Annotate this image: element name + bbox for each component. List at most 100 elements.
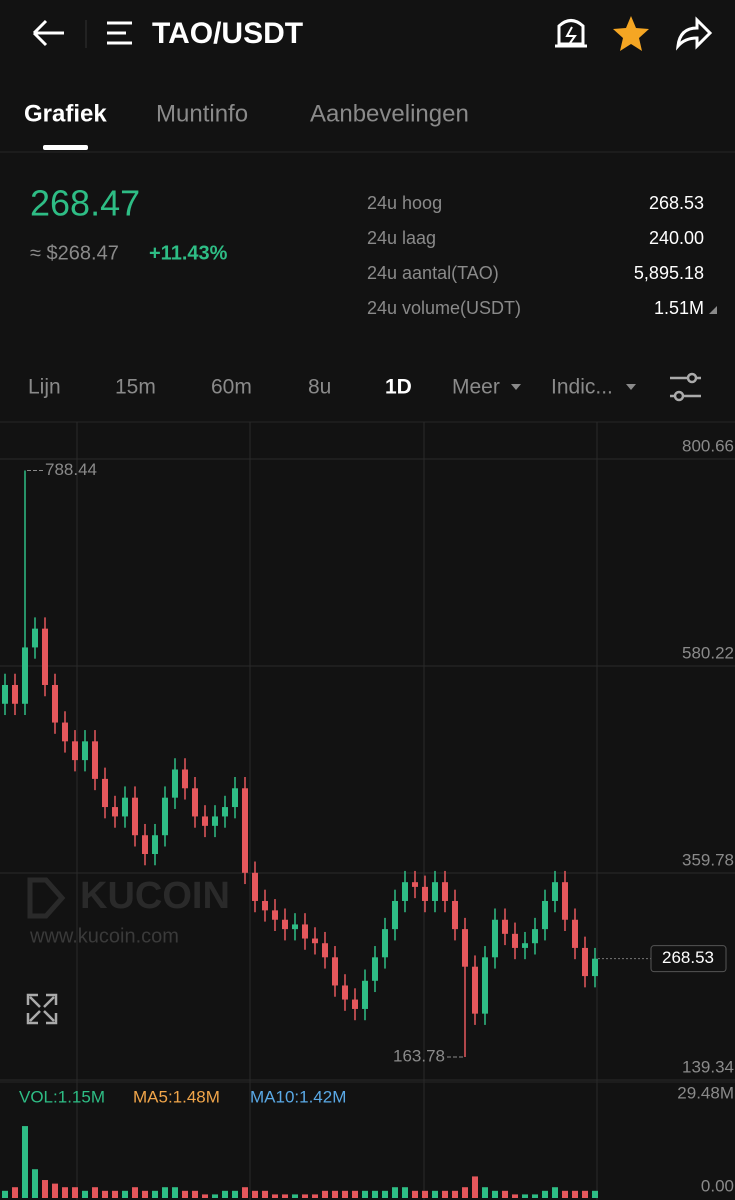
volume-bar	[432, 1190, 438, 1198]
tab[interactable]: Grafiek	[24, 100, 107, 127]
volume-bar	[322, 1190, 328, 1198]
candle-body	[42, 628, 48, 685]
volume-bar	[52, 1183, 58, 1198]
stat-value: 240.00	[649, 228, 704, 248]
settings-icon[interactable]	[670, 372, 701, 402]
candle-body	[382, 929, 388, 958]
volume-bar	[262, 1190, 268, 1198]
alert-icon[interactable]	[555, 19, 587, 48]
tab[interactable]: Aanbevelingen	[310, 100, 469, 127]
fullscreen-icon[interactable]	[26, 993, 58, 1025]
candle-body	[212, 816, 218, 826]
stat-label: 24u laag	[367, 228, 436, 248]
volume-legend: MA10:1.42M	[250, 1087, 346, 1106]
change: +11.43%	[149, 242, 228, 264]
candle-body	[332, 957, 338, 986]
candle-body	[252, 872, 258, 901]
volume-bar	[242, 1187, 248, 1198]
candle-body	[52, 684, 58, 723]
candle-body	[102, 778, 108, 808]
candle-body	[412, 882, 418, 887]
interval[interactable]: Meer	[452, 376, 500, 399]
volume-bar	[462, 1187, 468, 1198]
volume-bar	[472, 1176, 478, 1198]
volume-bar	[162, 1187, 168, 1198]
last-price: 268.47	[30, 183, 140, 224]
candle-body	[152, 835, 158, 855]
candle-body	[62, 722, 68, 742]
volume-bar	[112, 1190, 118, 1198]
candle-body	[462, 929, 468, 967]
volume-bar	[122, 1190, 128, 1198]
interval[interactable]: Indic...	[551, 376, 613, 399]
dropdown-icon[interactable]	[626, 384, 636, 390]
volume-bar	[492, 1190, 498, 1198]
candle-body	[352, 999, 358, 1009]
candle-body	[572, 919, 578, 948]
volume-bar	[282, 1194, 288, 1198]
y-tick-label: 580.22	[682, 643, 734, 662]
volume-bar	[92, 1187, 98, 1198]
grid-vertical	[76, 422, 598, 1200]
candle-body	[302, 924, 308, 939]
share-icon[interactable]	[675, 16, 713, 51]
volume-bar	[172, 1187, 178, 1198]
toggle-icon[interactable]	[709, 306, 717, 314]
candle-body	[72, 741, 78, 761]
candle-body	[492, 919, 498, 958]
volume-bar	[212, 1194, 218, 1198]
intervals: Lijn 15m 60m 8u 1D Meer Indic...	[28, 376, 613, 399]
candle-body	[172, 769, 178, 798]
volume-bar	[452, 1190, 458, 1198]
stat-value: 268.53	[649, 193, 704, 213]
volume-bar	[572, 1190, 578, 1198]
watermark-url: www.kucoin.com	[29, 925, 179, 947]
volume-bar	[512, 1194, 518, 1198]
candle-body	[2, 684, 8, 704]
candle-body	[142, 835, 148, 855]
usd-price: ≈ $268.47	[30, 242, 119, 264]
candle-body	[552, 882, 558, 901]
volume-bar	[132, 1187, 138, 1198]
volume-bar	[292, 1194, 298, 1198]
volume-bar	[392, 1187, 398, 1198]
candle-body	[92, 741, 98, 779]
interval[interactable]: 1D	[385, 376, 412, 399]
volume-bar	[82, 1190, 88, 1198]
volume-bar	[32, 1169, 38, 1198]
volume-bar	[102, 1190, 108, 1198]
volume-bar	[442, 1190, 448, 1198]
volume-bar	[42, 1180, 48, 1198]
pair-title: TAO/USDT	[152, 17, 303, 50]
candle-body	[322, 943, 328, 958]
candle-body	[532, 929, 538, 944]
volume-bar	[202, 1194, 208, 1198]
tab[interactable]: Muntinfo	[156, 100, 248, 127]
volume-bar	[422, 1190, 428, 1198]
volume-bar	[532, 1194, 538, 1198]
candle-body	[232, 788, 238, 808]
interval[interactable]: 15m	[115, 376, 156, 399]
candle-body	[522, 943, 528, 948]
back-icon[interactable]	[32, 19, 64, 47]
candle-body	[112, 807, 118, 817]
volume-bar	[62, 1187, 68, 1198]
stat-label: 24u volume(USDT)	[367, 298, 521, 318]
dropdown-icon[interactable]	[511, 384, 521, 390]
interval[interactable]: 8u	[308, 376, 331, 399]
volume-bar	[352, 1190, 358, 1198]
candle-body	[372, 957, 378, 981]
interval[interactable]: 60m	[211, 376, 252, 399]
candle-body	[262, 900, 268, 911]
volume-bar	[562, 1190, 568, 1198]
candle-body	[542, 900, 548, 930]
interval[interactable]: Lijn	[28, 376, 61, 399]
y-tick-label: 139.34	[682, 1057, 734, 1076]
menu-icon[interactable]	[107, 21, 132, 45]
volume-legend: MA5:1.48M	[133, 1087, 220, 1106]
candle-body	[562, 882, 568, 920]
favorite-icon[interactable]	[613, 16, 649, 51]
volume-bar	[12, 1187, 18, 1198]
